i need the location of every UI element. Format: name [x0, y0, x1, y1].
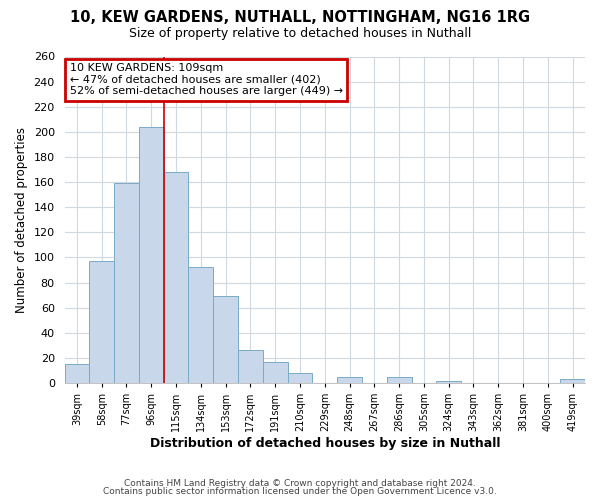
Bar [287, 373, 313, 383]
Bar [387, 377, 412, 383]
X-axis label: Distribution of detached houses by size in Nuthall: Distribution of detached houses by size … [149, 437, 500, 450]
Bar [560, 380, 585, 383]
Bar [164, 172, 188, 383]
Bar [436, 380, 461, 383]
Bar [188, 268, 213, 383]
Text: 10 KEW GARDENS: 109sqm
← 47% of detached houses are smaller (402)
52% of semi-de: 10 KEW GARDENS: 109sqm ← 47% of detached… [70, 63, 343, 96]
Bar [139, 127, 164, 383]
Bar [263, 362, 287, 383]
Bar [89, 261, 114, 383]
Text: 10, KEW GARDENS, NUTHALL, NOTTINGHAM, NG16 1RG: 10, KEW GARDENS, NUTHALL, NOTTINGHAM, NG… [70, 10, 530, 25]
Text: Contains HM Land Registry data © Crown copyright and database right 2024.: Contains HM Land Registry data © Crown c… [124, 478, 476, 488]
Bar [65, 364, 89, 383]
Bar [337, 377, 362, 383]
Text: Contains public sector information licensed under the Open Government Licence v3: Contains public sector information licen… [103, 487, 497, 496]
Text: Size of property relative to detached houses in Nuthall: Size of property relative to detached ho… [129, 28, 471, 40]
Bar [114, 184, 139, 383]
Bar [238, 350, 263, 383]
Y-axis label: Number of detached properties: Number of detached properties [15, 127, 28, 313]
Bar [213, 296, 238, 383]
